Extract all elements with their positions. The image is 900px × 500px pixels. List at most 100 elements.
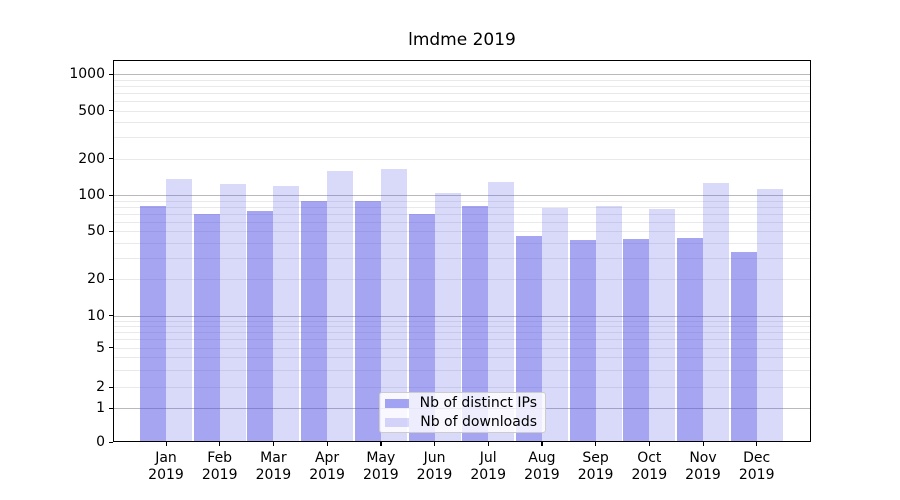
minor-gridline-9 — [113, 320, 811, 322]
bar-downloads-oct — [649, 209, 676, 442]
y-tick-label-100: 100 — [78, 187, 105, 203]
x-tick-label-mar: Mar 2019 — [255, 450, 292, 483]
x-tick-mark-jun — [434, 442, 436, 446]
minor-gridline-80 — [113, 206, 811, 208]
minor-gridline-40 — [113, 243, 811, 245]
minor-gridline-30 — [113, 258, 811, 260]
bar-distinct-ips-oct — [623, 239, 650, 442]
y-tick-mark-200 — [109, 158, 113, 160]
x-tick-mark-dec — [756, 442, 758, 446]
y-tick-mark-1000 — [109, 73, 113, 76]
x-tick-mark-sep — [595, 442, 597, 446]
legend-item-distinct-ips: Nb of distinct IPs — [385, 395, 537, 411]
x-tick-label-jun: Jun 2019 — [416, 450, 453, 483]
minor-gridline-600 — [113, 101, 811, 103]
y-tick-label-1: 1 — [96, 400, 105, 416]
bar-distinct-ips-dec — [730, 251, 757, 442]
x-tick-label-aug: Aug 2019 — [524, 450, 560, 483]
minor-gridline-5 — [113, 347, 811, 349]
legend-swatch-downloads — [385, 417, 409, 427]
x-tick-label-feb: Feb 2019 — [201, 450, 238, 483]
major-gridline-100 — [113, 195, 811, 196]
chart-title: lmdme 2019 — [408, 30, 516, 50]
plot-area — [113, 60, 811, 442]
minor-gridline-3 — [113, 369, 811, 371]
y-tick-mark-10 — [109, 315, 113, 317]
x-tick-label-dec: Dec 2019 — [738, 450, 775, 483]
legend: Nb of distinct IPs Nb of downloads — [379, 392, 546, 433]
y-tick-mark-5 — [109, 347, 113, 349]
legend-label-distinct-ips: Nb of distinct IPs — [419, 395, 537, 411]
bar-distinct-ips-jan — [140, 206, 166, 442]
bar-distinct-ips-apr — [301, 200, 328, 442]
y-tick-mark-500 — [109, 110, 113, 112]
y-tick-mark-2 — [109, 386, 113, 388]
minor-gridline-8 — [113, 325, 811, 327]
y-tick-label-500: 500 — [78, 102, 105, 119]
x-tick-mark-feb — [219, 442, 221, 446]
major-gridline-1000 — [113, 74, 811, 76]
x-tick-label-jan: Jan 2019 — [148, 450, 184, 483]
y-tick-label-1000: 1000 — [69, 66, 105, 83]
bar-distinct-ips-feb — [193, 214, 220, 442]
bar-distinct-ips-sep — [569, 240, 596, 442]
x-tick-label-nov: Nov 2019 — [685, 450, 721, 483]
minor-gridline-50 — [113, 231, 811, 233]
bar-downloads-jan — [166, 178, 192, 442]
x-tick-label-oct: Oct 2019 — [631, 450, 668, 483]
minor-gridline-90 — [113, 200, 811, 202]
bar-distinct-ips-may — [354, 201, 381, 442]
minor-gridline-700 — [113, 92, 811, 94]
x-tick-mark-aug — [541, 442, 543, 446]
minor-gridline-400 — [113, 122, 811, 124]
minor-gridline-200 — [113, 158, 811, 160]
legend-swatch-distinct-ips — [385, 398, 409, 408]
legend-item-downloads: Nb of downloads — [385, 414, 537, 430]
y-tick-mark-0 — [109, 441, 113, 443]
bar-downloads-nov — [703, 183, 729, 442]
bar-downloads-aug — [541, 208, 568, 442]
minor-gridline-60 — [113, 221, 811, 223]
legend-label-downloads: Nb of downloads — [420, 414, 537, 430]
major-gridline-10 — [113, 315, 811, 317]
minor-gridline-70 — [113, 213, 811, 215]
x-tick-mark-may — [380, 442, 382, 446]
bar-distinct-ips-mar — [247, 210, 274, 442]
x-tick-label-apr: Apr 2019 — [309, 450, 345, 483]
minor-gridline-20 — [113, 279, 811, 281]
minor-gridline-300 — [113, 137, 811, 139]
bar-distinct-ips-nov — [677, 238, 703, 442]
bar-downloads-sep — [595, 206, 622, 442]
minor-gridline-4 — [113, 357, 811, 359]
minor-gridline-7 — [113, 332, 811, 334]
y-tick-label-10: 10 — [87, 307, 105, 324]
y-tick-label-2: 2 — [96, 379, 105, 395]
x-tick-mark-oct — [648, 442, 651, 446]
bar-downloads-mar — [273, 185, 300, 442]
minor-gridline-2 — [113, 387, 811, 388]
y-tick-mark-100 — [109, 194, 113, 196]
x-tick-label-may: May 2019 — [362, 450, 399, 483]
y-tick-label-5: 5 — [96, 339, 105, 356]
y-tick-label-200: 200 — [78, 150, 105, 167]
x-tick-mark-apr — [326, 442, 328, 446]
y-tick-label-20: 20 — [87, 271, 105, 288]
x-tick-label-sep: Sep 2019 — [577, 450, 614, 483]
y-tick-mark-50 — [109, 230, 113, 233]
y-tick-label-0: 0 — [96, 434, 105, 450]
y-tick-mark-20 — [109, 278, 113, 281]
bar-downloads-dec — [756, 189, 783, 442]
bar-downloads-apr — [327, 171, 354, 442]
minor-gridline-6 — [113, 339, 811, 341]
x-tick-mark-jan — [165, 442, 167, 446]
minor-gridline-500 — [113, 110, 811, 112]
x-tick-mark-nov — [702, 442, 704, 446]
minor-gridline-800 — [113, 85, 811, 87]
bar-downloads-feb — [219, 184, 246, 442]
y-tick-mark-1 — [109, 407, 113, 409]
minor-gridline-900 — [113, 79, 811, 81]
x-tick-mark-jul — [487, 442, 489, 446]
y-tick-label-50: 50 — [87, 223, 105, 240]
x-tick-label-jul: Jul 2019 — [470, 450, 506, 483]
